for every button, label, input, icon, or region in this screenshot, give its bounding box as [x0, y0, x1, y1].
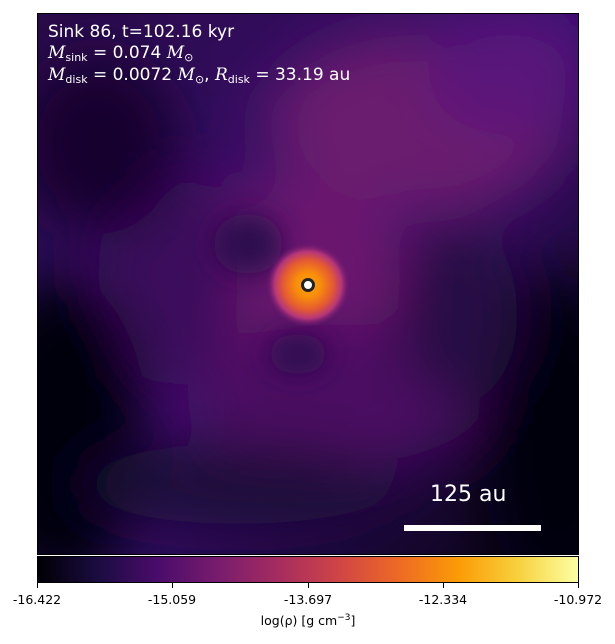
density-map-image: [38, 14, 578, 554]
scale-bar: [404, 525, 541, 531]
sink-title: Sink 86, t=102.16 kyr: [48, 22, 235, 42]
colorbar-tick: [443, 583, 444, 588]
colorbar-tick: [308, 583, 309, 588]
colorbar-tick-label: -12.334: [418, 592, 468, 607]
scale-bar-label: 125 au: [430, 482, 507, 507]
disk-label: Mdisk = 0.0072 M⊙, Rdisk = 33.19 au: [48, 65, 351, 86]
sink-marker: [301, 278, 315, 292]
colorbar: [37, 556, 579, 583]
colorbar-tick-label: -13.697: [283, 592, 333, 607]
colorbar-tick-label: -15.059: [147, 592, 197, 607]
colorbar-tick-label: -10.972: [553, 592, 603, 607]
colorbar-label: log(ρ) [g cm−3]: [260, 613, 356, 629]
colorbar-tick-label: -16.422: [12, 592, 62, 607]
colorbar-tick: [172, 583, 173, 588]
sink-mass-label: Msink = 0.074 M⊙: [48, 43, 194, 64]
density-map: Sink 86, t=102.16 kyr Msink = 0.074 M⊙ M…: [37, 13, 579, 555]
colorbar-tick: [578, 583, 579, 588]
colorbar-tick: [37, 583, 38, 588]
